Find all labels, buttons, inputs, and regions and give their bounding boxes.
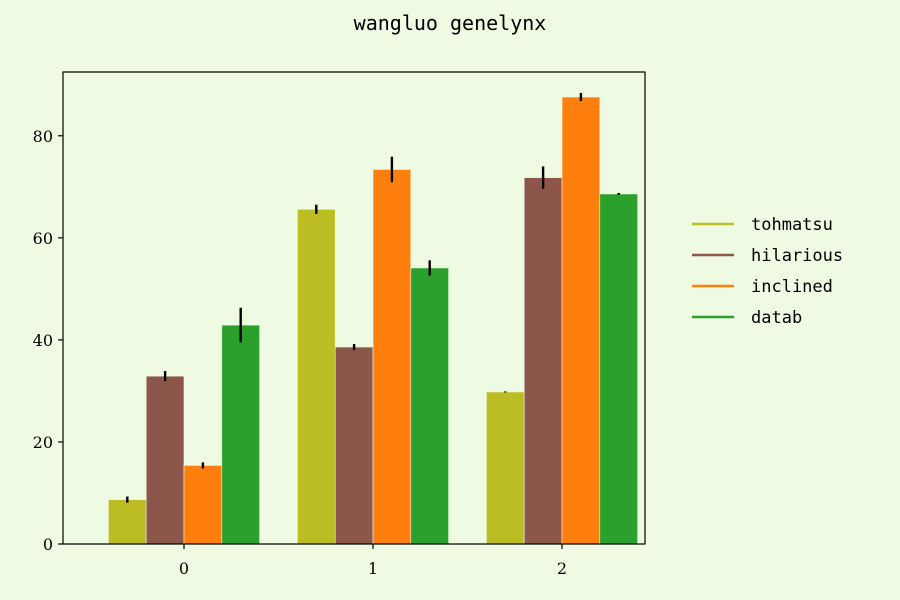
bar-datab-2	[599, 193, 638, 545]
legend: tohmatsu hilarious inclined datab	[692, 215, 843, 328]
x-tick-label-0: 0	[179, 559, 189, 578]
y-tick-label-0: 0	[43, 535, 53, 554]
bars-group	[108, 96, 638, 545]
bar-inclined-0	[183, 465, 223, 545]
y-tick-label-80: 80	[33, 127, 53, 146]
y-tick-label-20: 20	[33, 433, 53, 452]
bar-inclined-2	[561, 96, 601, 545]
bar-hilarious-0	[145, 375, 185, 545]
legend-label-datab: datab	[751, 308, 802, 328]
legend-label-tohmatsu: tohmatsu	[751, 215, 833, 235]
x-axis: 0 1 2	[179, 544, 567, 578]
bar-inclined-1	[372, 169, 412, 545]
bar-hilarious-2	[523, 177, 563, 545]
y-axis: 0 20 40 60 80	[33, 127, 63, 554]
x-tick-label-2: 2	[557, 559, 567, 578]
bar-tohmatsu-1	[297, 208, 336, 545]
legend-label-hilarious: hilarious	[751, 246, 843, 266]
plot-frame	[62, 71, 646, 545]
error-bars-group	[126, 92, 620, 503]
chart-title: wangluo genelynx	[354, 11, 547, 35]
bar-tohmatsu-2	[486, 391, 525, 545]
y-tick-label-60: 60	[33, 229, 53, 248]
bar-tohmatsu-0	[108, 499, 147, 545]
bar-datab-1	[410, 267, 449, 545]
y-tick-label-40: 40	[33, 331, 53, 350]
bar-hilarious-1	[334, 346, 374, 545]
legend-label-inclined: inclined	[751, 277, 833, 297]
bar-datab-0	[221, 324, 260, 545]
x-tick-label-1: 1	[368, 559, 378, 578]
